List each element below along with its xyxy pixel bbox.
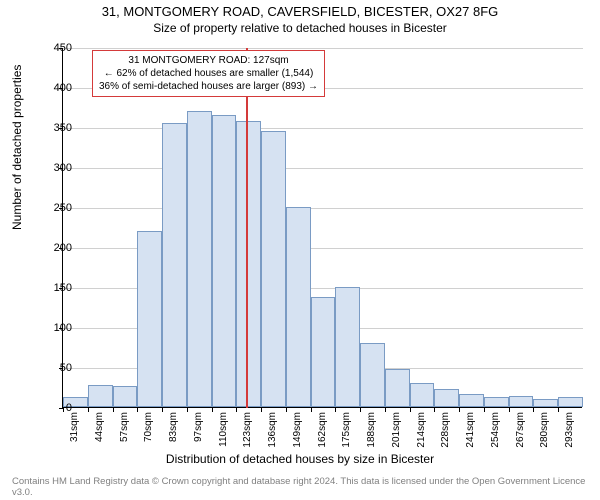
xtick-label: 241sqm (465, 412, 476, 452)
xtick-label: 123sqm (242, 412, 253, 452)
histogram-bar (88, 385, 113, 407)
histogram-bar (212, 115, 237, 407)
xtick-mark (137, 408, 138, 412)
gridline (63, 168, 583, 169)
xtick-label: 293sqm (564, 412, 575, 452)
histogram-bar (335, 287, 360, 407)
xtick-label: 136sqm (267, 412, 278, 452)
gridline (63, 208, 583, 209)
xtick-mark (410, 408, 411, 412)
histogram-bar (484, 397, 509, 407)
xtick-label: 57sqm (119, 412, 130, 452)
chart-area: 31sqm44sqm57sqm70sqm83sqm97sqm110sqm123s… (62, 48, 582, 408)
histogram-bar (434, 389, 459, 407)
annotation-line: 31 MONTGOMERY ROAD: 127sqm (99, 54, 318, 67)
xtick-mark (212, 408, 213, 412)
xtick-mark (88, 408, 89, 412)
gridline (63, 48, 583, 49)
ytick-label: 50 (42, 362, 72, 374)
xtick-mark (558, 408, 559, 412)
histogram-bar (187, 111, 212, 407)
ytick-label: 350 (42, 122, 72, 134)
histogram-bar (509, 396, 534, 407)
xtick-mark (509, 408, 510, 412)
xtick-label: 201sqm (391, 412, 402, 452)
xtick-label: 214sqm (416, 412, 427, 452)
title-sub: Size of property relative to detached ho… (0, 19, 600, 35)
histogram-bar (113, 386, 138, 407)
xtick-label: 162sqm (317, 412, 328, 452)
xtick-label: 267sqm (515, 412, 526, 452)
ytick-label: 0 (42, 402, 72, 414)
histogram-bar (360, 343, 385, 407)
histogram-bar (236, 121, 261, 407)
xtick-label: 83sqm (168, 412, 179, 452)
histogram-bar (459, 394, 484, 407)
xtick-mark (335, 408, 336, 412)
ytick-label: 250 (42, 202, 72, 214)
gridline (63, 128, 583, 129)
xtick-mark (286, 408, 287, 412)
xtick-mark (459, 408, 460, 412)
xtick-mark (533, 408, 534, 412)
xtick-mark (187, 408, 188, 412)
footer-attribution: Contains HM Land Registry data © Crown c… (12, 476, 592, 498)
xtick-label: 175sqm (341, 412, 352, 452)
histogram-bar (162, 123, 187, 407)
histogram-bar (137, 231, 162, 407)
plot-region: 31sqm44sqm57sqm70sqm83sqm97sqm110sqm123s… (62, 48, 582, 408)
xtick-mark (113, 408, 114, 412)
chart-container: 31, MONTGOMERY ROAD, CAVERSFIELD, BICEST… (0, 0, 600, 500)
ytick-label: 400 (42, 82, 72, 94)
histogram-bar (533, 399, 558, 407)
x-axis-label: Distribution of detached houses by size … (0, 452, 600, 466)
y-axis-label: Number of detached properties (10, 65, 24, 230)
xtick-mark (360, 408, 361, 412)
reference-line (246, 48, 248, 408)
xtick-mark (236, 408, 237, 412)
histogram-bar (286, 207, 311, 407)
xtick-label: 110sqm (218, 412, 229, 452)
title-main: 31, MONTGOMERY ROAD, CAVERSFIELD, BICEST… (0, 0, 600, 19)
histogram-bar (261, 131, 286, 407)
ytick-label: 300 (42, 162, 72, 174)
annotation-line: 36% of semi-detached houses are larger (… (99, 80, 318, 93)
xtick-mark (434, 408, 435, 412)
xtick-label: 44sqm (94, 412, 105, 452)
xtick-label: 149sqm (292, 412, 303, 452)
ytick-label: 150 (42, 282, 72, 294)
xtick-mark (385, 408, 386, 412)
xtick-mark (261, 408, 262, 412)
xtick-mark (162, 408, 163, 412)
xtick-label: 280sqm (539, 412, 550, 452)
xtick-label: 97sqm (193, 412, 204, 452)
xtick-label: 70sqm (143, 412, 154, 452)
xtick-label: 31sqm (69, 412, 80, 452)
annotation-box: 31 MONTGOMERY ROAD: 127sqm← 62% of detac… (92, 50, 325, 97)
ytick-label: 100 (42, 322, 72, 334)
xtick-label: 228sqm (440, 412, 451, 452)
ytick-label: 200 (42, 242, 72, 254)
xtick-label: 188sqm (366, 412, 377, 452)
xtick-label: 254sqm (490, 412, 501, 452)
xtick-mark (484, 408, 485, 412)
histogram-bar (558, 397, 583, 407)
annotation-line: ← 62% of detached houses are smaller (1,… (99, 67, 318, 80)
histogram-bar (385, 369, 410, 407)
xtick-mark (311, 408, 312, 412)
ytick-label: 450 (42, 42, 72, 54)
histogram-bar (410, 383, 435, 407)
histogram-bar (311, 297, 336, 407)
